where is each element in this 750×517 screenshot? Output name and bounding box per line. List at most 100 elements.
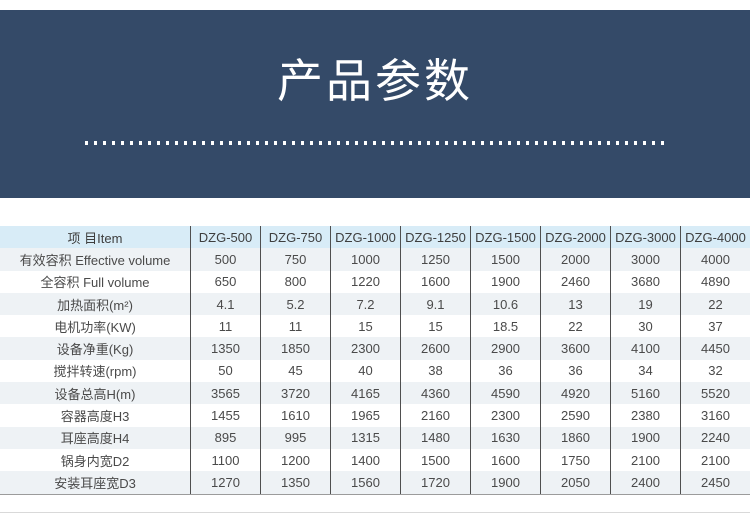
cell-value: 650 [190,270,260,293]
cell-value: 1100 [190,448,260,472]
cell-value: 10.6 [470,292,540,316]
cell-value: 1250 [400,248,470,271]
table-row: 设备净重(Kg) 1350 1850 2300 2600 2900 3600 4100 4450 [0,337,750,360]
cell-value: 1350 [190,337,260,360]
cell-value: 2460 [540,270,610,293]
row-label: 设备净重(Kg) [56,342,134,358]
cell-value: 895 [190,426,260,449]
cell-value: 1720 [400,471,470,494]
cell-value: 38 [400,359,470,383]
cell-value: 500 [190,248,260,271]
cell-value: 2400 [610,471,680,494]
column-header: DZG-4000 [680,226,750,249]
cell-value: 4360 [400,382,470,405]
row-label: 锅身内宽D2 [60,453,130,469]
cell-value: 1750 [540,448,610,472]
cell-value: 2900 [470,337,540,360]
column-header: DZG-3000 [610,226,680,249]
cell-value: 1850 [260,337,330,360]
cell-value: 37 [680,315,750,338]
cell-value: 30 [610,315,680,338]
cell-value: 1630 [470,426,540,449]
cell-value: 3680 [610,270,680,293]
row-label: 搅拌转速(rpm) [53,364,137,380]
cell-value: 1480 [400,426,470,449]
cell-value: 2000 [540,248,610,271]
cell-value: 7.2 [330,292,400,316]
cell-value: 15 [400,315,470,338]
column-header: DZG-1500 [470,226,540,249]
cell-value: 2600 [400,337,470,360]
cell-value: 4450 [680,337,750,360]
column-header: DZG-750 [260,226,330,249]
cell-value: 1500 [470,248,540,271]
table-row: 锅身内宽D2 1100 1200 1400 1500 1600 1750 2100 2100 [0,448,750,472]
cell-value: 11 [260,315,330,338]
cell-value: 45 [260,359,330,383]
cell-value: 32 [680,359,750,383]
cell-value: 3160 [680,404,750,427]
cell-value: 2100 [610,448,680,472]
cell-value: 1600 [470,448,540,472]
row-label: 安装耳座宽D3 [54,475,136,491]
cell-value: 1270 [190,471,260,494]
cell-value: 1200 [260,448,330,472]
table-header-row: 项 目Item DZG-500 DZG-750 DZG-1000 DZG-1250 DZ… [0,226,750,249]
cell-value: 4890 [680,270,750,293]
row-label: 全容积 Full volume [40,275,150,291]
cell-value: 15 [330,315,400,338]
banner: 产品参数 [0,10,750,198]
cell-value: 2100 [680,448,750,472]
cell-value: 40 [330,359,400,383]
cell-value: 5.2 [260,292,330,316]
cell-value: 2050 [540,471,610,494]
row-label: 容器高度H3 [60,409,130,425]
cell-value: 4.1 [190,292,260,316]
table-row: 电机功率(KW) 11 11 15 15 18.5 22 30 37 [0,315,750,338]
dotted-divider [85,141,665,145]
table-row: 耳座高度H4 895 995 1315 1480 1630 1860 1900 2240 [0,426,750,449]
cell-value: 1900 [470,471,540,494]
row-label: 有效容积 Effective volume [19,252,171,268]
cell-value: 1400 [330,448,400,472]
cell-value: 36 [540,359,610,383]
cell-value: 4165 [330,382,400,405]
table-row: 全容积 Full volume 650 800 1220 1600 1900 2460 368… [0,270,750,293]
cell-value: 13 [540,292,610,316]
cell-value: 5520 [680,382,750,405]
cell-value: 2240 [680,426,750,449]
column-header: DZG-2000 [540,226,610,249]
cell-value: 1560 [330,471,400,494]
cell-value: 50 [190,359,260,383]
cell-value: 3000 [610,248,680,271]
cell-value: 34 [610,359,680,383]
item-column-header: 项 目Item [67,230,123,246]
cell-value: 1610 [260,404,330,427]
row-label: 设备总高H(m) [54,386,136,402]
cell-value: 36 [470,359,540,383]
cell-value: 4590 [470,382,540,405]
cell-value: 1315 [330,426,400,449]
cell-value: 800 [260,270,330,293]
cell-value: 4100 [610,337,680,360]
bottom-divider [0,512,750,513]
cell-value: 3565 [190,382,260,405]
cell-value: 1220 [330,270,400,293]
column-header: DZG-1000 [330,226,400,249]
table-row: 安装耳座宽D3 1270 1350 1560 1720 1900 2050 2400 2450 [0,471,750,494]
cell-value: 750 [260,248,330,271]
table-row: 设备总高H(m) 3565 3720 4165 4360 4590 4920 5160 5520 [0,382,750,405]
table-row: 有效容积 Effective volume 500 750 1000 1250 1500 2… [0,248,750,271]
cell-value: 22 [680,292,750,316]
cell-value: 11 [190,315,260,338]
cell-value: 22 [540,315,610,338]
cell-value: 995 [260,426,330,449]
row-label: 加热面积(m²) [57,297,133,313]
cell-value: 2590 [540,404,610,427]
cell-value: 1965 [330,404,400,427]
cell-value: 4920 [540,382,610,405]
page-title: 产品参数 [277,55,473,107]
cell-value: 9.1 [400,292,470,316]
spec-table: 项 目Item DZG-500 DZG-750 DZG-1000 DZG-1250 DZ… [0,226,750,495]
